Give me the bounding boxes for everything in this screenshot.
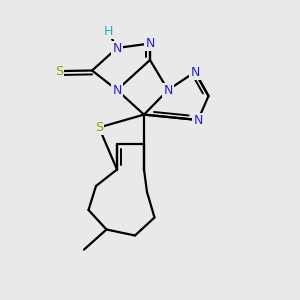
Text: N: N xyxy=(163,83,173,97)
Text: S: S xyxy=(56,64,63,78)
Text: N: N xyxy=(145,37,155,50)
Text: N: N xyxy=(112,41,122,55)
Text: N: N xyxy=(190,65,200,79)
Text: N: N xyxy=(193,113,203,127)
Text: N: N xyxy=(112,83,122,97)
Text: H: H xyxy=(103,25,113,38)
Text: S: S xyxy=(95,121,103,134)
